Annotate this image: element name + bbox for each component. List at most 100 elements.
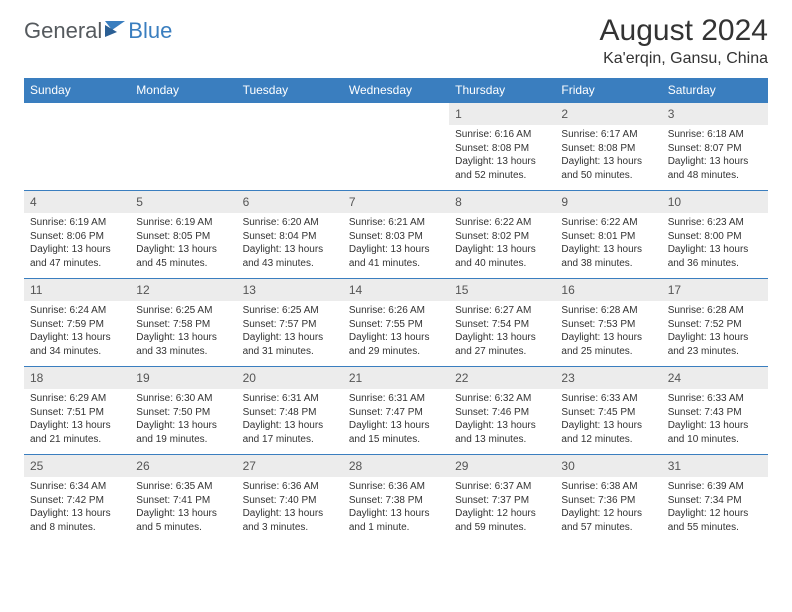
day-number: 13: [237, 278, 343, 301]
daylight-line: Daylight: 13 hours and 12 minutes.: [561, 419, 655, 446]
daylight-line: Daylight: 13 hours and 36 minutes.: [668, 243, 762, 270]
sunset-line: Sunset: 8:03 PM: [349, 230, 443, 244]
calendar-cell: 27Sunrise: 6:36 AMSunset: 7:40 PMDayligh…: [237, 454, 343, 542]
day-content: Sunrise: 6:18 AMSunset: 8:07 PMDaylight:…: [662, 125, 768, 186]
sunrise-line: Sunrise: 6:37 AM: [455, 480, 549, 494]
sunset-line: Sunset: 7:50 PM: [136, 406, 230, 420]
calendar-cell: 26Sunrise: 6:35 AMSunset: 7:41 PMDayligh…: [130, 454, 236, 542]
daylight-line: Daylight: 13 hours and 50 minutes.: [561, 155, 655, 182]
calendar-cell: [237, 102, 343, 190]
calendar-row: 18Sunrise: 6:29 AMSunset: 7:51 PMDayligh…: [24, 366, 768, 454]
day-content: Sunrise: 6:30 AMSunset: 7:50 PMDaylight:…: [130, 389, 236, 450]
weekday-header-row: SundayMondayTuesdayWednesdayThursdayFrid…: [24, 78, 768, 102]
day-content: Sunrise: 6:23 AMSunset: 8:00 PMDaylight:…: [662, 213, 768, 274]
sunrise-line: Sunrise: 6:28 AM: [561, 304, 655, 318]
sunrise-line: Sunrise: 6:28 AM: [668, 304, 762, 318]
calendar-cell: 31Sunrise: 6:39 AMSunset: 7:34 PMDayligh…: [662, 454, 768, 542]
sunrise-line: Sunrise: 6:26 AM: [349, 304, 443, 318]
day-content: Sunrise: 6:24 AMSunset: 7:59 PMDaylight:…: [24, 301, 130, 362]
sunrise-line: Sunrise: 6:16 AM: [455, 128, 549, 142]
calendar-cell: 4Sunrise: 6:19 AMSunset: 8:06 PMDaylight…: [24, 190, 130, 278]
sunrise-line: Sunrise: 6:22 AM: [455, 216, 549, 230]
daylight-line: Daylight: 13 hours and 25 minutes.: [561, 331, 655, 358]
daylight-line: Daylight: 13 hours and 10 minutes.: [668, 419, 762, 446]
sunrise-line: Sunrise: 6:18 AM: [668, 128, 762, 142]
sunrise-line: Sunrise: 6:31 AM: [243, 392, 337, 406]
weekday-header: Monday: [130, 78, 236, 102]
calendar-cell: 20Sunrise: 6:31 AMSunset: 7:48 PMDayligh…: [237, 366, 343, 454]
daylight-line: Daylight: 13 hours and 21 minutes.: [30, 419, 124, 446]
sunset-line: Sunset: 7:47 PM: [349, 406, 443, 420]
calendar-cell: 15Sunrise: 6:27 AMSunset: 7:54 PMDayligh…: [449, 278, 555, 366]
daylight-line: Daylight: 13 hours and 31 minutes.: [243, 331, 337, 358]
calendar-cell: 21Sunrise: 6:31 AMSunset: 7:47 PMDayligh…: [343, 366, 449, 454]
day-number: 16: [555, 278, 661, 301]
calendar-row: 25Sunrise: 6:34 AMSunset: 7:42 PMDayligh…: [24, 454, 768, 542]
day-number: 1: [449, 102, 555, 125]
daylight-line: Daylight: 13 hours and 33 minutes.: [136, 331, 230, 358]
weekday-header: Wednesday: [343, 78, 449, 102]
day-content: Sunrise: 6:32 AMSunset: 7:46 PMDaylight:…: [449, 389, 555, 450]
day-number: 2: [555, 102, 661, 125]
weekday-header: Sunday: [24, 78, 130, 102]
calendar-row: 4Sunrise: 6:19 AMSunset: 8:06 PMDaylight…: [24, 190, 768, 278]
calendar-cell: 7Sunrise: 6:21 AMSunset: 8:03 PMDaylight…: [343, 190, 449, 278]
sunrise-line: Sunrise: 6:33 AM: [561, 392, 655, 406]
day-number: 19: [130, 366, 236, 389]
day-number: 30: [555, 454, 661, 477]
sunset-line: Sunset: 7:59 PM: [30, 318, 124, 332]
sunset-line: Sunset: 7:46 PM: [455, 406, 549, 420]
weekday-header: Thursday: [449, 78, 555, 102]
sunrise-line: Sunrise: 6:35 AM: [136, 480, 230, 494]
daylight-line: Daylight: 13 hours and 40 minutes.: [455, 243, 549, 270]
daylight-line: Daylight: 13 hours and 38 minutes.: [561, 243, 655, 270]
day-content: Sunrise: 6:35 AMSunset: 7:41 PMDaylight:…: [130, 477, 236, 538]
day-content: Sunrise: 6:31 AMSunset: 7:48 PMDaylight:…: [237, 389, 343, 450]
calendar-cell: 22Sunrise: 6:32 AMSunset: 7:46 PMDayligh…: [449, 366, 555, 454]
day-number: 26: [130, 454, 236, 477]
day-content: Sunrise: 6:33 AMSunset: 7:45 PMDaylight:…: [555, 389, 661, 450]
day-content: Sunrise: 6:26 AMSunset: 7:55 PMDaylight:…: [343, 301, 449, 362]
day-content: Sunrise: 6:25 AMSunset: 7:57 PMDaylight:…: [237, 301, 343, 362]
sunset-line: Sunset: 7:34 PM: [668, 494, 762, 508]
title-block: August 2024 Ka'erqin, Gansu, China: [600, 14, 768, 68]
day-number: 24: [662, 366, 768, 389]
daylight-line: Daylight: 13 hours and 47 minutes.: [30, 243, 124, 270]
weekday-header: Friday: [555, 78, 661, 102]
sunset-line: Sunset: 8:06 PM: [30, 230, 124, 244]
daylight-line: Daylight: 13 hours and 29 minutes.: [349, 331, 443, 358]
daylight-line: Daylight: 13 hours and 41 minutes.: [349, 243, 443, 270]
sunrise-line: Sunrise: 6:25 AM: [243, 304, 337, 318]
day-content: Sunrise: 6:39 AMSunset: 7:34 PMDaylight:…: [662, 477, 768, 538]
daylight-line: Daylight: 13 hours and 1 minute.: [349, 507, 443, 534]
daylight-line: Daylight: 13 hours and 5 minutes.: [136, 507, 230, 534]
calendar-cell: 16Sunrise: 6:28 AMSunset: 7:53 PMDayligh…: [555, 278, 661, 366]
day-content: Sunrise: 6:38 AMSunset: 7:36 PMDaylight:…: [555, 477, 661, 538]
calendar-row: 11Sunrise: 6:24 AMSunset: 7:59 PMDayligh…: [24, 278, 768, 366]
daylight-line: Daylight: 13 hours and 8 minutes.: [30, 507, 124, 534]
sunset-line: Sunset: 8:08 PM: [455, 142, 549, 156]
daylight-line: Daylight: 12 hours and 57 minutes.: [561, 507, 655, 534]
calendar-cell: 8Sunrise: 6:22 AMSunset: 8:02 PMDaylight…: [449, 190, 555, 278]
day-number: 29: [449, 454, 555, 477]
calendar-cell: 17Sunrise: 6:28 AMSunset: 7:52 PMDayligh…: [662, 278, 768, 366]
logo-text-general: General: [24, 18, 102, 44]
sunset-line: Sunset: 7:38 PM: [349, 494, 443, 508]
calendar-cell: 6Sunrise: 6:20 AMSunset: 8:04 PMDaylight…: [237, 190, 343, 278]
daylight-line: Daylight: 12 hours and 55 minutes.: [668, 507, 762, 534]
sunset-line: Sunset: 7:55 PM: [349, 318, 443, 332]
day-number: 10: [662, 190, 768, 213]
sunset-line: Sunset: 8:08 PM: [561, 142, 655, 156]
day-content: Sunrise: 6:33 AMSunset: 7:43 PMDaylight:…: [662, 389, 768, 450]
daylight-line: Daylight: 13 hours and 17 minutes.: [243, 419, 337, 446]
day-number: 27: [237, 454, 343, 477]
day-number: 31: [662, 454, 768, 477]
sunset-line: Sunset: 7:48 PM: [243, 406, 337, 420]
day-content: Sunrise: 6:19 AMSunset: 8:05 PMDaylight:…: [130, 213, 236, 274]
day-number: 20: [237, 366, 343, 389]
sunrise-line: Sunrise: 6:30 AM: [136, 392, 230, 406]
daylight-line: Daylight: 12 hours and 59 minutes.: [455, 507, 549, 534]
calendar-body: 1Sunrise: 6:16 AMSunset: 8:08 PMDaylight…: [24, 102, 768, 542]
calendar-cell: 28Sunrise: 6:36 AMSunset: 7:38 PMDayligh…: [343, 454, 449, 542]
sunset-line: Sunset: 7:40 PM: [243, 494, 337, 508]
